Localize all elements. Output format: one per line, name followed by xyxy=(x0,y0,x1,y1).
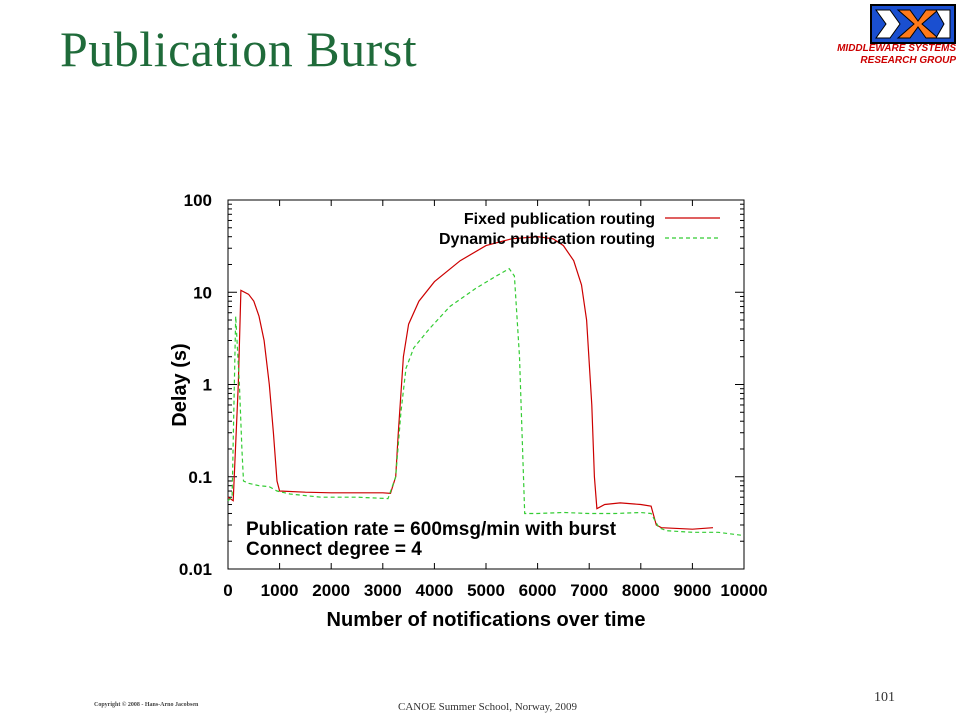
x-tick-label: 10000 xyxy=(720,581,767,600)
x-tick-label: 5000 xyxy=(467,581,505,600)
x-tick-label: 0 xyxy=(223,581,232,600)
annotation-degree: Connect degree = 4 xyxy=(246,539,422,560)
chart-svg: 0 1000 2000 3000 4000 5000 6000 7000 8000 9000 100… xyxy=(169,191,768,631)
x-axis-label: Number of notifications over time xyxy=(327,609,646,631)
legend-label-dynamic: Dynamic publication routing xyxy=(439,231,655,248)
y-tick-label: 1 xyxy=(203,376,212,395)
page-number: 101 xyxy=(874,690,895,705)
y-tick-label: 0.1 xyxy=(188,468,212,487)
x-tick-label: 8000 xyxy=(622,581,660,600)
y-tick-label: 100 xyxy=(184,191,212,210)
x-tick-label: 3000 xyxy=(364,581,402,600)
footer-copyright: Copyright © 2008 - Hans-Arno Jacobsen xyxy=(94,702,199,708)
dynamic-routing-series-line xyxy=(227,267,745,537)
logo-text: MIDDLEWARE SYSTEMS RESEARCH GROUP xyxy=(837,43,956,67)
x-tick-label: 4000 xyxy=(415,581,453,600)
annotation-rate: Publication rate = 600msg/min with burst xyxy=(246,519,617,540)
y-tick-label: 10 xyxy=(193,283,212,302)
x-tick-label: 1000 xyxy=(261,581,299,600)
y-tick-label: 0.01 xyxy=(179,560,212,579)
y-axis-label: Delay (s) xyxy=(169,343,191,426)
slide-title: Publication Burst xyxy=(60,21,418,77)
plot-frame xyxy=(227,199,745,570)
legend-label-fixed: Fixed publication routing xyxy=(464,211,655,228)
logo-line-1: MIDDLEWARE SYSTEMS xyxy=(837,43,956,54)
middleware-logo-icon xyxy=(870,4,956,44)
delay-chart: 0 1000 2000 3000 4000 5000 6000 7000 8000 9000 100… xyxy=(150,180,790,640)
x-tick-label: 6000 xyxy=(519,581,557,600)
x-tick-label: 9000 xyxy=(673,581,711,600)
footer-event: CANOE Summer School, Norway, 2009 xyxy=(398,701,577,713)
logo-line-2: RESEARCH GROUP xyxy=(860,55,956,66)
x-tick-label: 2000 xyxy=(312,581,350,600)
x-tick-label: 7000 xyxy=(570,581,608,600)
fixed-routing-series-line xyxy=(227,236,714,530)
